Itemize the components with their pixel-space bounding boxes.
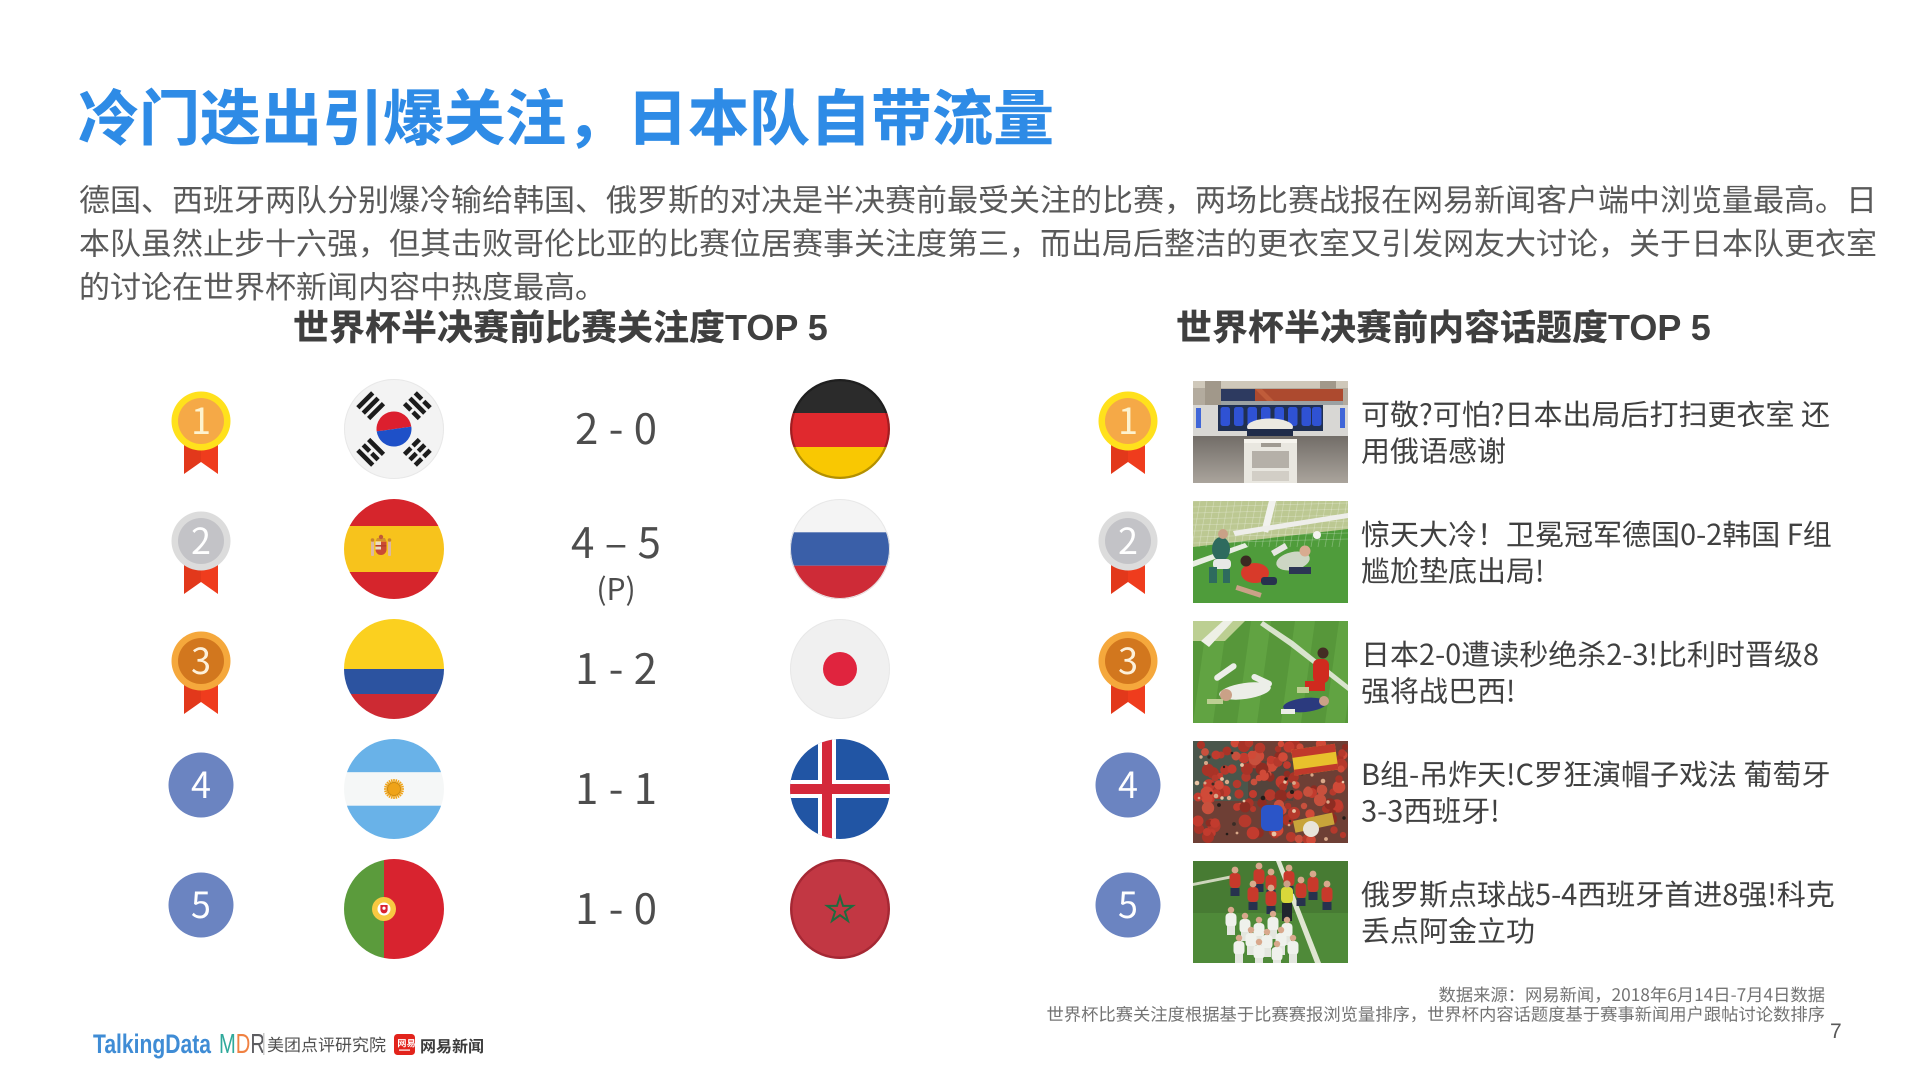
svg-text:TOP 5: TOP 5	[1608, 307, 1711, 348]
svg-text:7: 7	[1830, 1020, 1842, 1043]
svg-text:TOP 5: TOP 5	[725, 307, 828, 348]
svg-text:TalkingData: TalkingData	[93, 1029, 212, 1059]
svg-text:MDR: MDR	[219, 1029, 265, 1060]
